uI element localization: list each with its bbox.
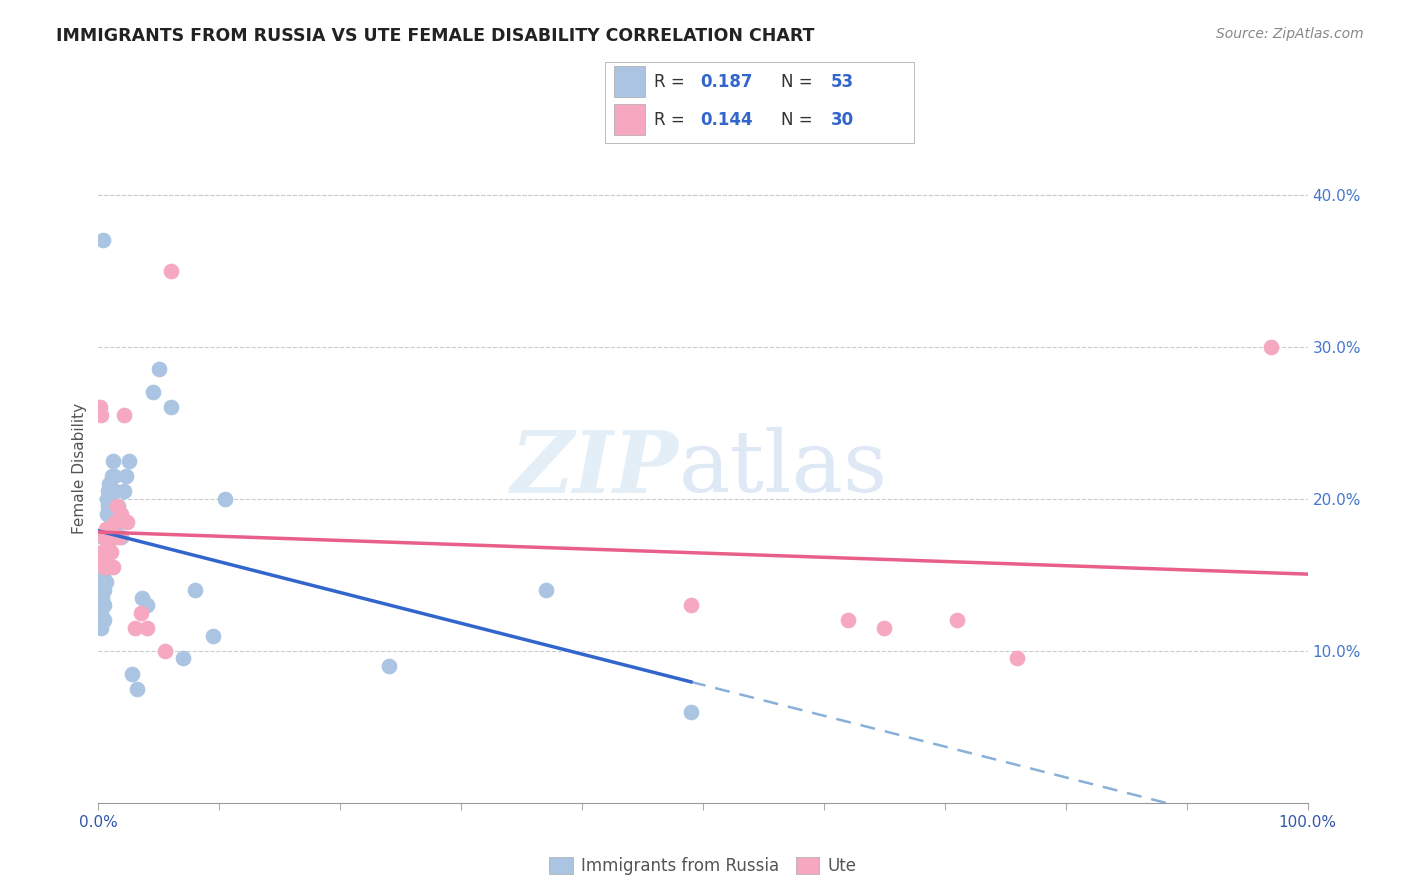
Point <box>112 484 135 499</box>
Point <box>103 469 125 483</box>
Point <box>377 659 399 673</box>
Point <box>93 582 115 597</box>
Text: ZIP: ZIP <box>510 426 679 510</box>
Point <box>91 233 114 247</box>
Point <box>118 453 141 467</box>
Point <box>214 491 236 506</box>
Point <box>142 385 165 400</box>
Point <box>121 666 143 681</box>
Point <box>117 515 139 529</box>
Point <box>91 567 114 582</box>
Point <box>184 582 207 597</box>
Point <box>202 628 225 642</box>
Text: N =: N = <box>780 73 818 91</box>
Point <box>100 500 122 514</box>
Legend: Immigrants from Russia, Ute: Immigrants from Russia, Ute <box>543 850 863 881</box>
Bar <box>614 67 645 97</box>
Point <box>90 606 112 620</box>
Point <box>93 613 115 627</box>
Text: 0.144: 0.144 <box>700 112 754 129</box>
Point <box>98 491 121 506</box>
Point <box>104 484 127 499</box>
Point <box>91 552 114 566</box>
Point <box>97 537 120 551</box>
Point <box>534 582 557 597</box>
Point <box>153 644 176 658</box>
Text: Source: ZipAtlas.com: Source: ZipAtlas.com <box>1216 27 1364 41</box>
Point <box>101 453 124 467</box>
Bar <box>614 104 645 135</box>
Point <box>94 575 117 590</box>
Text: 0.187: 0.187 <box>700 73 754 91</box>
Point <box>679 598 702 612</box>
Point <box>93 560 115 574</box>
Point <box>91 530 114 544</box>
Point <box>91 575 114 590</box>
Point <box>105 500 128 514</box>
Point <box>91 613 114 627</box>
Text: R =: R = <box>654 112 690 129</box>
Point <box>107 500 129 514</box>
Point <box>91 552 114 566</box>
Point <box>97 484 120 499</box>
Point <box>91 591 114 605</box>
Point <box>115 469 138 483</box>
Point <box>172 651 194 665</box>
Point <box>96 507 118 521</box>
Point <box>100 469 122 483</box>
Text: N =: N = <box>780 112 818 129</box>
Point <box>98 476 121 491</box>
Point <box>148 362 170 376</box>
Point <box>96 560 118 574</box>
Point <box>89 567 111 582</box>
Point <box>94 522 117 536</box>
Point <box>100 484 122 499</box>
Point <box>98 530 121 544</box>
Point <box>101 560 124 574</box>
Point <box>96 530 118 544</box>
Point <box>112 408 135 422</box>
Point <box>946 613 969 627</box>
Point <box>131 591 153 605</box>
Point <box>110 530 132 544</box>
Point <box>129 606 152 620</box>
Point <box>93 545 115 559</box>
Point <box>94 552 117 566</box>
Point <box>91 552 114 566</box>
Point <box>110 507 132 521</box>
Point <box>127 681 149 696</box>
Point <box>100 545 122 559</box>
Point <box>679 705 702 719</box>
Text: 30: 30 <box>831 112 853 129</box>
Point <box>97 500 120 514</box>
Point <box>837 613 859 627</box>
Y-axis label: Female Disability: Female Disability <box>72 402 87 534</box>
Point <box>96 491 118 506</box>
Point <box>94 530 117 544</box>
Point <box>160 401 183 415</box>
Point <box>93 598 115 612</box>
Point <box>108 515 131 529</box>
Point <box>135 621 157 635</box>
Point <box>1007 651 1029 665</box>
Point <box>108 530 131 544</box>
Point <box>135 598 157 612</box>
Point <box>90 408 112 422</box>
Point <box>104 515 127 529</box>
Point <box>873 621 896 635</box>
Text: R =: R = <box>654 73 690 91</box>
Point <box>1260 340 1282 354</box>
Point <box>93 560 115 574</box>
Point <box>90 560 112 574</box>
Point <box>91 545 114 559</box>
Point <box>89 401 111 415</box>
Point <box>100 530 122 544</box>
Point <box>124 621 146 635</box>
Point <box>90 621 112 635</box>
Point <box>93 530 115 544</box>
Text: IMMIGRANTS FROM RUSSIA VS UTE FEMALE DISABILITY CORRELATION CHART: IMMIGRANTS FROM RUSSIA VS UTE FEMALE DIS… <box>56 27 814 45</box>
Text: 53: 53 <box>831 73 853 91</box>
Text: atlas: atlas <box>679 426 889 510</box>
Point <box>160 263 183 277</box>
